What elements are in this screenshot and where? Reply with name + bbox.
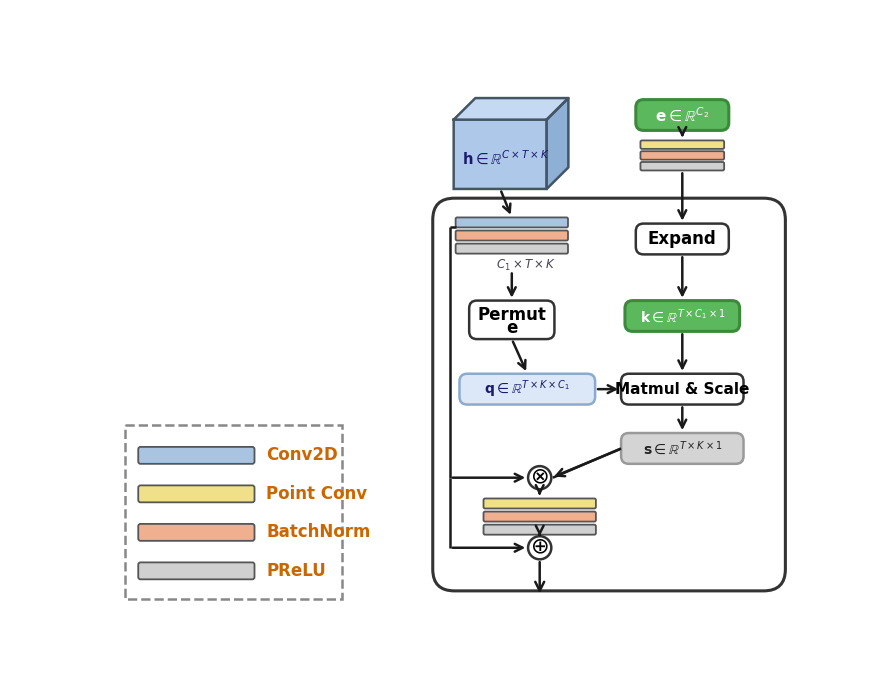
FancyBboxPatch shape: [139, 524, 254, 541]
FancyBboxPatch shape: [484, 511, 596, 522]
Circle shape: [528, 466, 551, 489]
FancyBboxPatch shape: [484, 524, 596, 535]
FancyBboxPatch shape: [640, 141, 725, 149]
Text: Expand: Expand: [648, 230, 717, 248]
FancyBboxPatch shape: [139, 447, 254, 464]
FancyBboxPatch shape: [456, 231, 568, 240]
Text: Conv2D: Conv2D: [266, 446, 338, 464]
FancyBboxPatch shape: [621, 373, 743, 404]
FancyBboxPatch shape: [453, 120, 547, 189]
Polygon shape: [453, 98, 568, 120]
Text: $\mathbf{k}\in\mathbb{R}^{T\times C_1\times 1}$: $\mathbf{k}\in\mathbb{R}^{T\times C_1\ti…: [639, 307, 725, 325]
Text: Point Conv: Point Conv: [266, 485, 367, 503]
FancyBboxPatch shape: [139, 562, 254, 579]
Text: $\mathbf{e}\in\mathbb{R}^{C_2}$: $\mathbf{e}\in\mathbb{R}^{C_2}$: [655, 106, 709, 124]
FancyBboxPatch shape: [433, 198, 785, 591]
FancyBboxPatch shape: [636, 100, 729, 130]
Polygon shape: [547, 98, 568, 189]
Circle shape: [528, 536, 551, 559]
Text: $\mathbf{h}\in\mathbb{R}^{C\times T\times K}$: $\mathbf{h}\in\mathbb{R}^{C\times T\time…: [461, 149, 549, 167]
Text: $\mathbf{s}\in\mathbb{R}^{T\times K\times 1}$: $\mathbf{s}\in\mathbb{R}^{T\times K\time…: [643, 440, 722, 457]
Text: $C_1\times T\times K$: $C_1\times T\times K$: [495, 258, 556, 274]
Text: PReLU: PReLU: [266, 562, 326, 580]
FancyBboxPatch shape: [484, 498, 596, 508]
FancyBboxPatch shape: [469, 300, 555, 339]
Text: $\mathbf{q}\in\mathbb{R}^{T\times K\times C_1}$: $\mathbf{q}\in\mathbb{R}^{T\times K\time…: [485, 378, 571, 400]
FancyBboxPatch shape: [456, 244, 568, 254]
Text: BatchNorm: BatchNorm: [266, 524, 371, 542]
Text: e: e: [506, 318, 517, 336]
FancyBboxPatch shape: [621, 433, 743, 464]
Text: $\otimes$: $\otimes$: [531, 468, 549, 488]
Text: Matmul & Scale: Matmul & Scale: [615, 382, 749, 397]
Text: Permut: Permut: [477, 306, 546, 325]
FancyBboxPatch shape: [636, 224, 729, 254]
Text: $\oplus$: $\oplus$: [531, 537, 549, 558]
FancyBboxPatch shape: [640, 151, 725, 160]
FancyBboxPatch shape: [139, 485, 254, 502]
FancyBboxPatch shape: [456, 218, 568, 227]
FancyBboxPatch shape: [125, 425, 342, 599]
FancyBboxPatch shape: [640, 162, 725, 170]
FancyBboxPatch shape: [625, 300, 740, 331]
FancyBboxPatch shape: [460, 373, 595, 404]
